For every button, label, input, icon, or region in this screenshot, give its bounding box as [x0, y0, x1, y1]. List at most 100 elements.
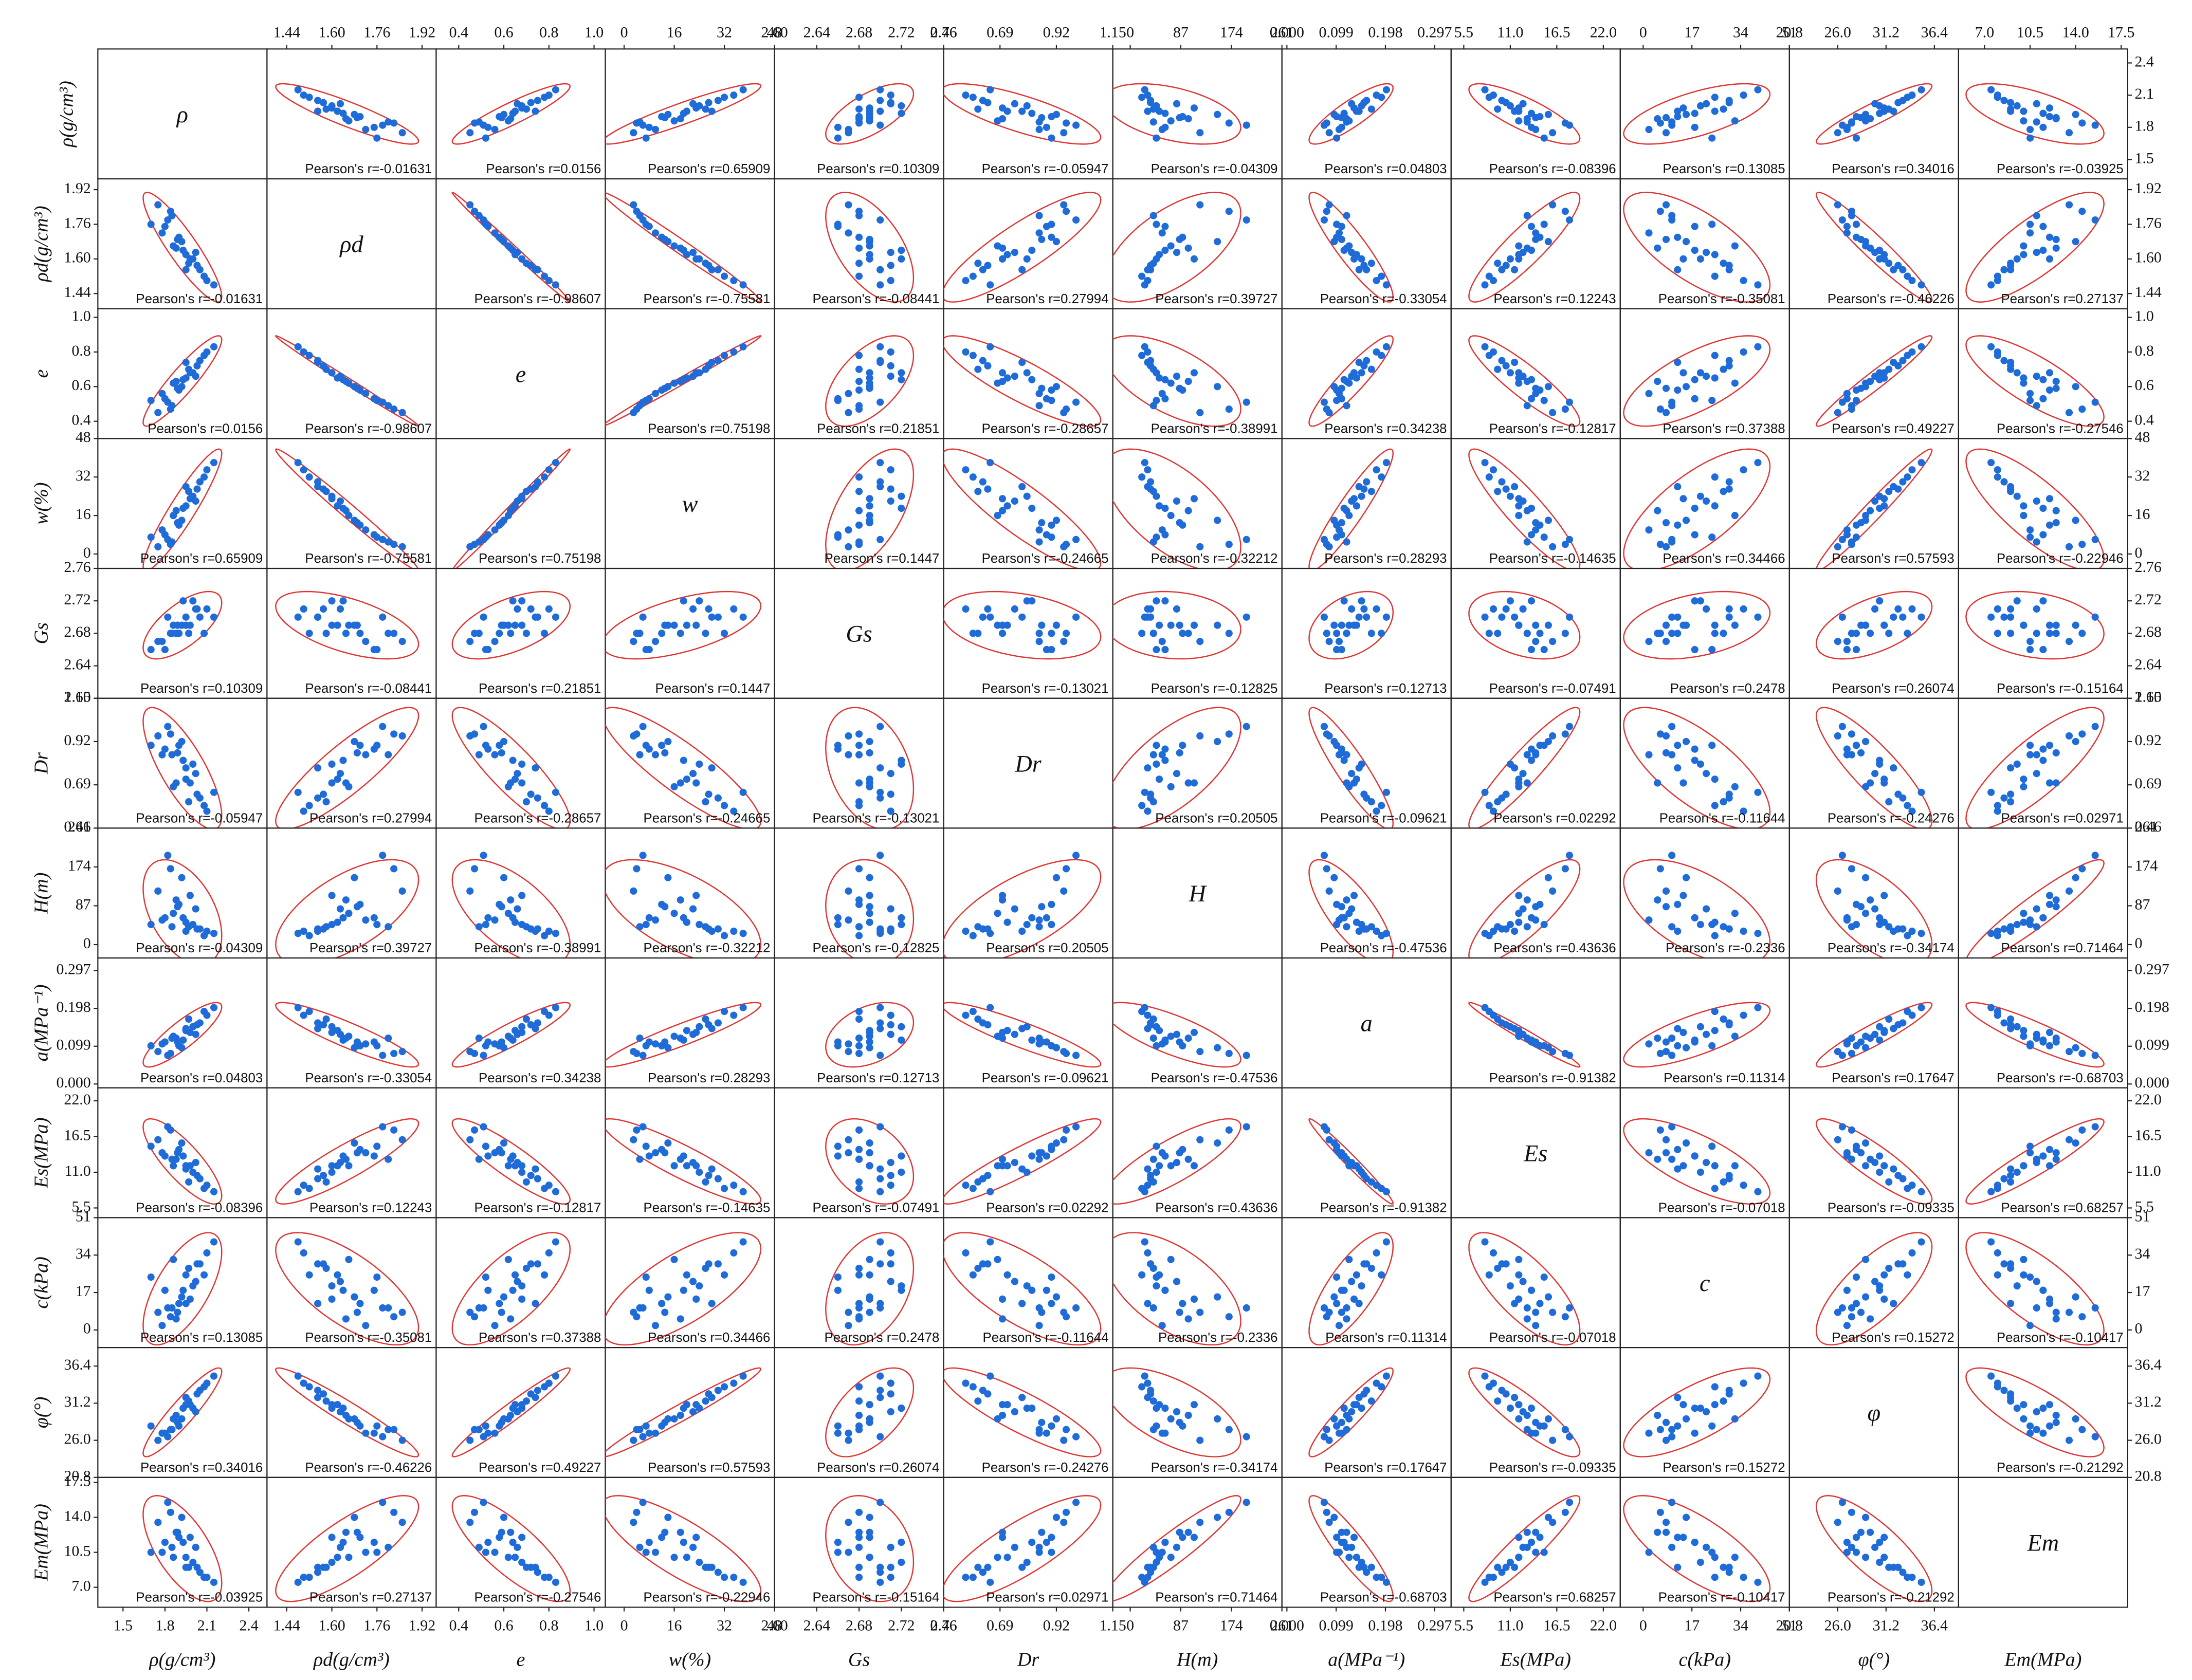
point: [1876, 1036, 1884, 1044]
point: [994, 242, 1001, 250]
point: [1144, 91, 1152, 99]
point: [1725, 925, 1733, 933]
point: [855, 1042, 863, 1050]
point: [2045, 1146, 2054, 1153]
point: [1540, 220, 1548, 228]
confidence-ellipse: [1965, 83, 2105, 145]
y-tick-label: 2.60: [2135, 689, 2162, 706]
point: [1023, 102, 1031, 110]
panel-plot: [1468, 83, 1581, 145]
point: [500, 1044, 508, 1051]
panel-plot: [1308, 83, 1394, 145]
point: [1917, 1578, 1925, 1586]
point: [1343, 402, 1350, 410]
point: [866, 255, 873, 263]
point: [1481, 788, 1489, 796]
point: [1052, 383, 1061, 391]
point: [1711, 94, 1719, 101]
point: [518, 1534, 526, 1541]
point: [876, 852, 884, 859]
point: [1523, 751, 1531, 759]
y-tick-label: 0.92: [64, 732, 90, 749]
point: [167, 730, 174, 738]
panel-plot: [451, 1002, 571, 1068]
point: [1515, 1554, 1523, 1561]
x-tick-label: 0.198: [1368, 1617, 1402, 1634]
point: [1540, 397, 1548, 404]
point: [898, 756, 905, 764]
point: [482, 1142, 490, 1150]
point: [1038, 384, 1046, 392]
x-tick-label: 32: [717, 24, 732, 41]
point: [314, 1260, 322, 1268]
point: [1023, 920, 1031, 929]
point: [373, 645, 381, 654]
panel-frame: [266, 567, 437, 699]
y-tick-label: 17: [76, 1283, 91, 1300]
point: [1532, 526, 1540, 534]
point: [651, 1548, 660, 1556]
point: [714, 613, 722, 621]
point: [1834, 409, 1841, 416]
point: [390, 119, 398, 127]
point: [192, 1278, 199, 1285]
point: [1917, 930, 1925, 937]
point: [661, 1528, 669, 1536]
point: [1214, 1044, 1221, 1051]
point: [294, 343, 302, 350]
point: [1161, 745, 1169, 753]
point: [185, 630, 193, 637]
panel: H: [1112, 827, 1283, 959]
point: [1161, 1286, 1169, 1294]
point: [834, 1548, 842, 1556]
x-tick-label: 0.69: [987, 24, 1013, 41]
pearson-label: Pearson's r=0.02971: [2001, 811, 2123, 826]
point: [845, 732, 852, 740]
point: [887, 1390, 894, 1398]
point: [1899, 357, 1907, 364]
point: [1654, 1528, 1661, 1536]
confidence-ellipse: [825, 1367, 915, 1457]
pearson-label: Pearson's r=-0.46226: [1828, 292, 1954, 306]
point: [1880, 1534, 1888, 1541]
point: [1876, 597, 1884, 605]
confidence-ellipse: [451, 83, 571, 145]
panel-plot: [1468, 590, 1581, 660]
point: [1754, 86, 1762, 94]
point: [855, 378, 863, 385]
panel: Pearson's r=0.12243: [1450, 178, 1621, 309]
x-tick-label: 48: [767, 1617, 782, 1634]
point: [670, 379, 678, 387]
y-tick-label: 1.5: [2135, 150, 2154, 167]
point: [498, 235, 505, 243]
point: [1691, 223, 1698, 230]
y-tick-label: 51: [2135, 1208, 2150, 1225]
confidence-ellipse: [451, 590, 571, 660]
point: [1527, 1539, 1536, 1546]
point: [1348, 249, 1356, 256]
point: [540, 1008, 549, 1016]
point: [2091, 121, 2099, 129]
point: [509, 914, 517, 921]
point: [200, 1185, 208, 1192]
point: [974, 1015, 982, 1023]
panel-plot: [1308, 852, 1394, 958]
panel-plot: [451, 852, 571, 958]
point: [1885, 260, 1893, 267]
point: [1662, 543, 1670, 550]
panel: Pearson's r=0.28293: [1281, 438, 1452, 569]
y-tick-label: 2.4: [2135, 53, 2154, 70]
y-tick-label: 26.0: [64, 1430, 90, 1447]
point: [147, 1548, 155, 1556]
y-tick-label: 174: [2135, 857, 2158, 874]
point: [334, 1554, 341, 1561]
point: [1515, 379, 1523, 387]
point: [1904, 94, 1911, 101]
point: [2013, 920, 2021, 929]
point: [1838, 1499, 1846, 1506]
point: [633, 630, 641, 637]
point: [1679, 1401, 1687, 1409]
point: [670, 1256, 678, 1263]
pearson-label: Pearson's r=0.34016: [140, 1461, 263, 1475]
confidence-ellipse: [1623, 1002, 1771, 1068]
